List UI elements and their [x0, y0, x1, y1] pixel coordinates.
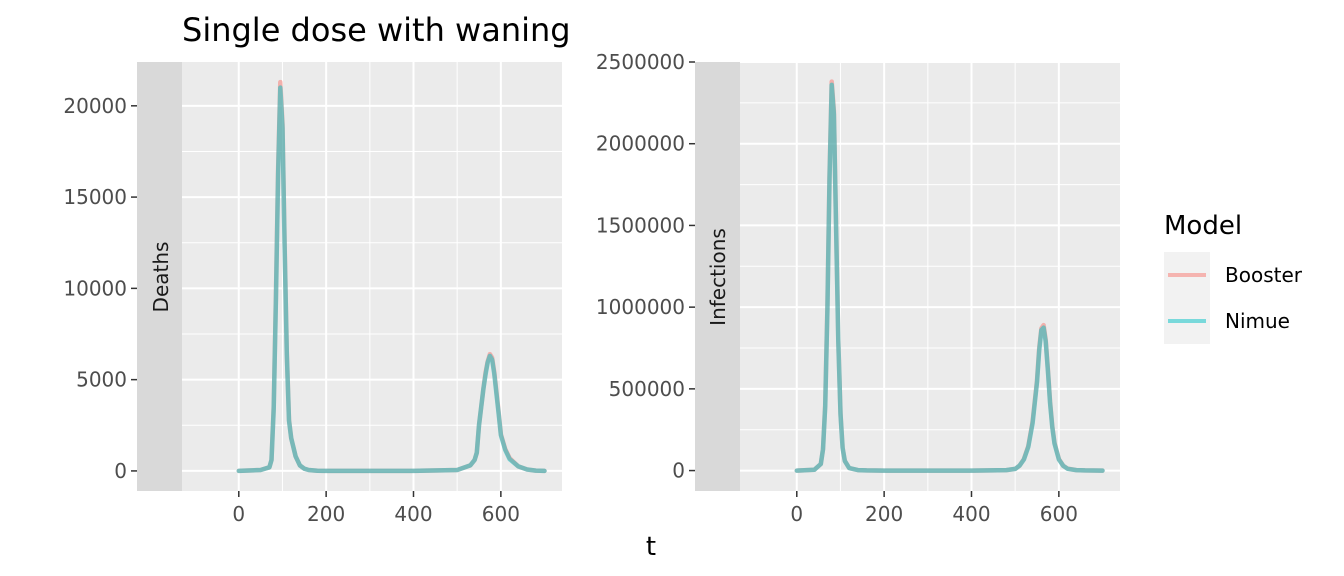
- legend: Model Booster Nimue: [1164, 211, 1303, 344]
- x-axis-title: t: [646, 532, 656, 562]
- y-axis-deaths: 0 5000 10000 15000 20000: [63, 94, 137, 483]
- y-tick-label: 0: [672, 459, 685, 483]
- x-tick-label: 0: [232, 502, 245, 526]
- y-tick-label: 1500000: [596, 213, 685, 237]
- panel-deaths: Deaths 0 5000 10000 15000 20000 0 200 400 600: [63, 62, 562, 526]
- series-line-nimue-deaths: [236, 85, 547, 474]
- strip-label-deaths: Deaths: [149, 242, 173, 313]
- x-tick-label: 0: [790, 502, 803, 526]
- x-tick-label: 600: [1040, 502, 1078, 526]
- strip-label-infections: Infections: [706, 228, 730, 326]
- y-tick-label: 15000: [63, 185, 127, 209]
- y-tick-label: 0: [114, 459, 127, 483]
- x-tick-label: 200: [865, 502, 903, 526]
- y-tick-label: 10000: [63, 276, 127, 300]
- y-axis-infections: 0 500000 1000000 1500000 2000000 2500000: [596, 50, 695, 483]
- plot-background-infections: [740, 62, 1120, 491]
- panel-infections: Infections 0 500000 1000000 1500000 2000000 2…: [596, 50, 1120, 526]
- x-tick-label: 400: [394, 502, 432, 526]
- y-tick-label: 1000000: [596, 295, 685, 319]
- series-lines-deaths: [236, 79, 547, 474]
- legend-title: Model: [1164, 211, 1242, 241]
- y-tick-label: 500000: [609, 377, 685, 401]
- strip-deaths: [137, 62, 182, 491]
- x-tick-label: 200: [307, 502, 345, 526]
- series-lines-infections: [794, 79, 1105, 473]
- chart-title: Single dose with waning: [182, 11, 571, 49]
- legend-label-booster: Booster: [1225, 263, 1303, 287]
- y-tick-label: 5000: [76, 368, 127, 392]
- y-tick-label: 2000000: [596, 132, 685, 156]
- x-tick-label: 600: [482, 502, 520, 526]
- y-tick-label: 2500000: [596, 50, 685, 74]
- y-tick-label: 20000: [63, 94, 127, 118]
- x-axis-deaths: 0 200 400 600: [232, 491, 520, 526]
- x-tick-label: 400: [952, 502, 990, 526]
- strip-infections: [695, 62, 740, 491]
- x-axis-infections: 0 200 400 600: [790, 491, 1078, 526]
- grid-infections: [740, 61, 1120, 491]
- legend-label-nimue: Nimue: [1225, 309, 1290, 333]
- series-line-nimue-infections: [794, 82, 1105, 473]
